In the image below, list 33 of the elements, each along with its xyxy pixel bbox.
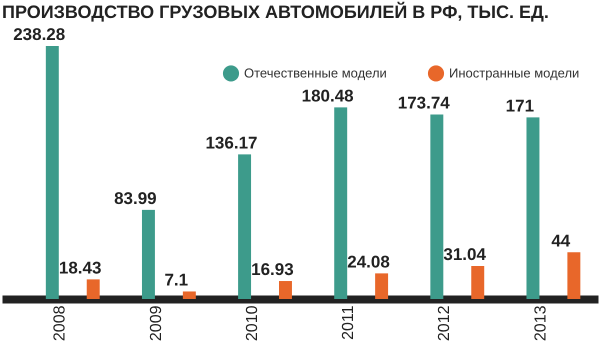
data-label: 180.48 bbox=[302, 86, 354, 106]
x-tick-label: 2011 bbox=[340, 305, 358, 340]
data-label: 31.04 bbox=[443, 245, 486, 264]
bar bbox=[142, 210, 155, 299]
data-label: 136.17 bbox=[205, 133, 258, 152]
bar bbox=[471, 266, 484, 299]
x-tick-label: 2009 bbox=[148, 305, 165, 342]
bar bbox=[238, 154, 252, 299]
bar bbox=[46, 46, 59, 299]
data-label: 18.43 bbox=[58, 258, 102, 278]
data-label: 24.08 bbox=[347, 252, 390, 272]
bar bbox=[334, 107, 348, 299]
bar bbox=[182, 291, 196, 299]
bar bbox=[375, 273, 388, 299]
legend-label: Иностранные модели bbox=[449, 65, 580, 80]
bar bbox=[430, 114, 444, 299]
data-label: 83.99 bbox=[114, 188, 157, 208]
data-label: 7.1 bbox=[164, 270, 188, 290]
x-tick-label: 2012 bbox=[436, 305, 454, 342]
bar bbox=[526, 117, 540, 299]
data-label: 171 bbox=[506, 96, 534, 116]
x-tick-label: 2008 bbox=[52, 305, 69, 342]
bar bbox=[86, 279, 100, 299]
data-label: 238.28 bbox=[13, 25, 66, 44]
legend-label: Отечественные модели bbox=[244, 65, 387, 80]
bar bbox=[279, 281, 292, 299]
x-tick-label: 2013 bbox=[532, 305, 550, 342]
x-tick-label: 2010 bbox=[244, 305, 261, 342]
data-label: 173.74 bbox=[398, 94, 450, 113]
bar bbox=[567, 252, 580, 299]
data-label: 44 bbox=[551, 231, 571, 250]
data-label: 16.93 bbox=[251, 260, 294, 280]
chart-title: ПРОИЗВОДСТВО ГРУЗОВЫХ АВТОМОБИЛЕЙ В РФ, ТЫС. ЕД. bbox=[2, 1, 549, 22]
